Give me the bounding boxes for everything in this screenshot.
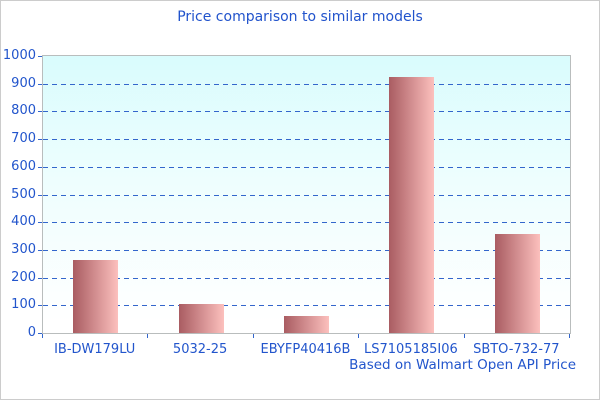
y-tick-label-600: 600: [11, 158, 36, 174]
x-tick-mark: [253, 334, 254, 338]
x-category-label-SBTO-732-77: SBTO-732-77: [473, 342, 560, 357]
gridline-500: [43, 194, 570, 196]
y-tick-label-0: 0: [27, 325, 36, 340]
x-tick-mark: [147, 334, 148, 338]
bar-LS7105185I06: [389, 77, 435, 333]
x-tick-mark: [464, 334, 465, 338]
x-category-label-EBYFP40416B: EBYFP40416B: [260, 342, 351, 357]
chart-title: Price comparison to similar models: [177, 9, 423, 25]
y-tick-mark: [38, 83, 42, 85]
bar-SBTO-732-77: [494, 234, 540, 333]
x-tick-mark: [569, 334, 570, 338]
y-tick-mark: [38, 166, 42, 168]
gridline-400: [43, 222, 570, 224]
gridline-300: [43, 249, 570, 251]
plot-area: [42, 55, 571, 334]
y-tick-label-400: 400: [11, 214, 36, 230]
y-tick-mark: [38, 139, 42, 141]
y-tick-mark: [38, 305, 42, 307]
y-tick-mark: [38, 111, 42, 113]
x-category-label-LS7105185I06: LS7105185I06: [363, 342, 458, 357]
y-tick-label-300: 300: [11, 241, 36, 257]
y-tick-label-500: 500: [11, 186, 36, 202]
y-tick-label-100: 100: [11, 297, 36, 313]
bar-EBYFP40416B: [284, 316, 329, 333]
y-tick-label-200: 200: [11, 269, 36, 285]
gridline-800: [43, 111, 570, 113]
bar-IB-DW179LU: [73, 260, 119, 333]
axis-annotation: Based on Walmart Open API Price: [349, 357, 576, 373]
y-tick-label-800: 800: [11, 103, 36, 119]
y-tick-mark: [38, 194, 42, 196]
y-tick-mark: [38, 333, 42, 334]
x-category-label-IB-DW179LU: IB-DW179LU: [54, 342, 136, 357]
gridline-100: [43, 305, 570, 307]
y-tick-mark: [38, 56, 42, 57]
gridline-700: [43, 139, 570, 141]
gridline-200: [43, 277, 570, 279]
x-category-label-5032-25: 5032-25: [172, 342, 228, 357]
y-tick-mark: [38, 277, 42, 279]
gridline-900: [43, 83, 570, 85]
gridline-600: [43, 166, 570, 168]
x-tick-mark: [358, 334, 359, 338]
y-tick-label-700: 700: [11, 131, 36, 147]
y-tick-label-900: 900: [11, 75, 36, 91]
y-tick-mark: [38, 249, 42, 251]
bar-5032-25: [178, 304, 224, 333]
x-tick-mark: [42, 334, 43, 338]
y-tick-mark: [38, 222, 42, 224]
y-tick-label-1000: 1000: [2, 48, 36, 63]
